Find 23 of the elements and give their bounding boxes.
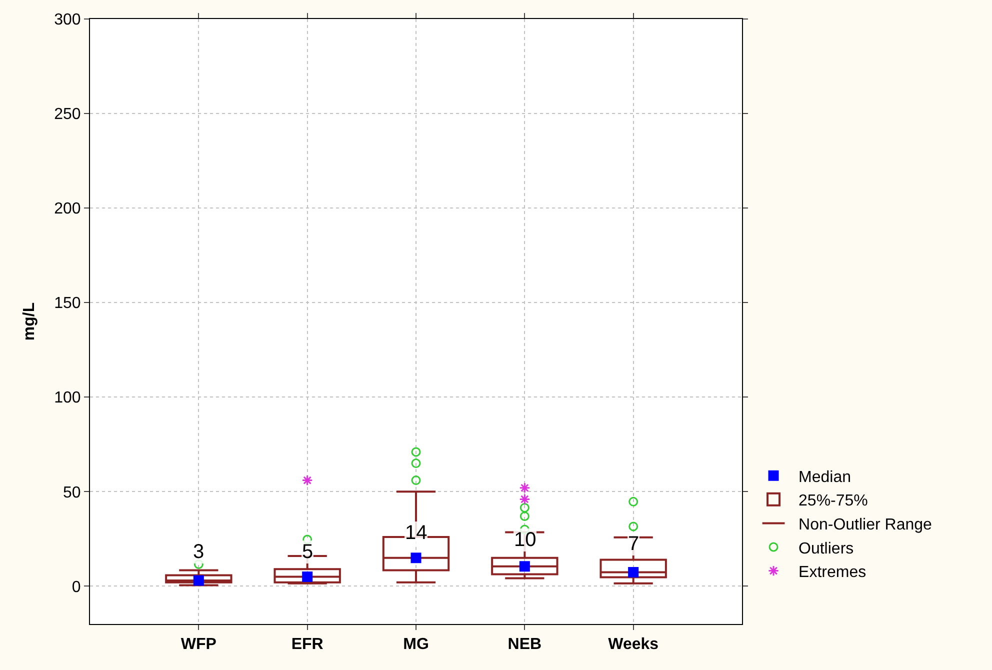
annotation: 7 xyxy=(628,533,640,555)
annotation: 10 xyxy=(514,529,536,551)
y-axis-title: mg/L xyxy=(20,302,38,341)
legend-label: Extremes xyxy=(798,564,866,582)
y-tick-label: 200 xyxy=(54,200,81,218)
x-tick-label: Weeks xyxy=(608,636,659,654)
x-tick-label: WFP xyxy=(180,636,217,654)
annotation: 3 xyxy=(193,541,204,563)
legend-label: Median xyxy=(798,468,852,486)
text: Non-Outlier Range xyxy=(798,516,932,534)
y-tick-label: 0 xyxy=(72,578,81,596)
annotation: 5 xyxy=(302,541,314,563)
y-tick-label: 150 xyxy=(54,295,81,312)
x-tick-label: MG xyxy=(403,636,429,654)
y-tick-label: 300 xyxy=(54,12,81,29)
y-tick-label: 50 xyxy=(63,484,81,502)
legend-label: 25%-75% xyxy=(798,492,868,510)
y-tick-label: 250 xyxy=(54,106,81,124)
x-tick-label: EFR xyxy=(291,636,324,654)
y-tick-label: 100 xyxy=(54,390,81,407)
annotation: 14 xyxy=(405,522,428,544)
x-tick-label: NEB xyxy=(508,636,542,654)
legend-label: Outliers xyxy=(798,540,854,558)
